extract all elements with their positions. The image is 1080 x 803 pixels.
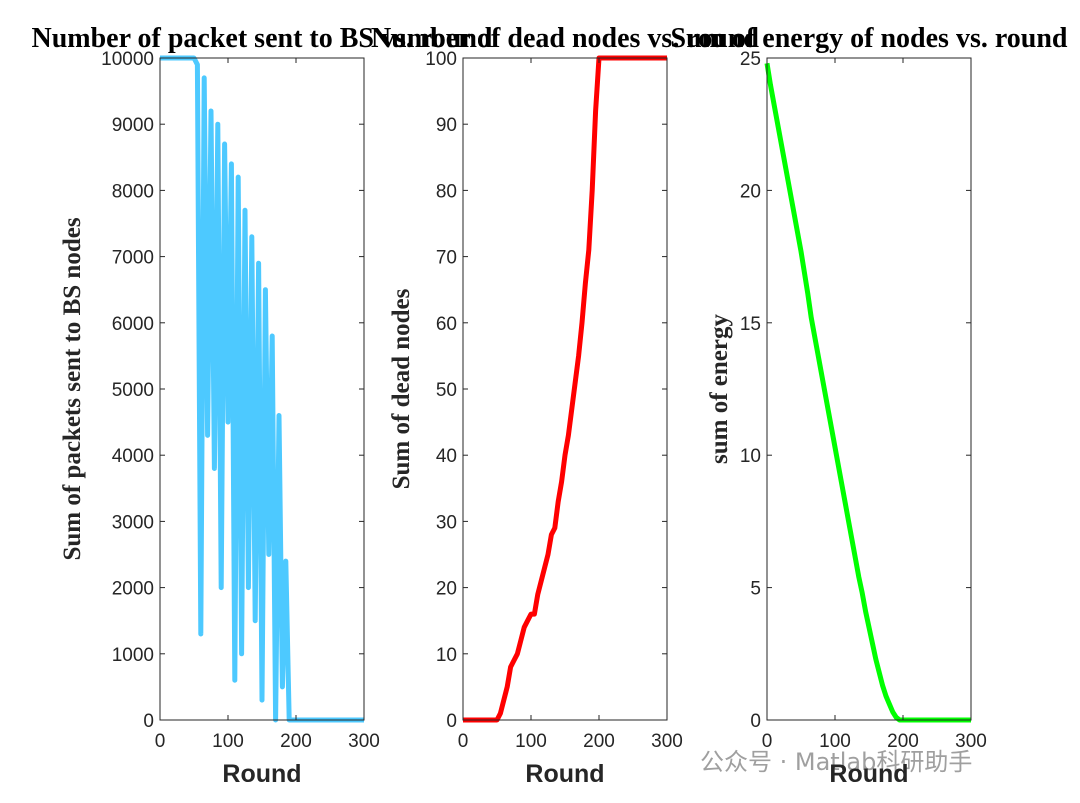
y-tick-label: 7000 [112,248,154,269]
y-tick-label: 80 [436,181,457,202]
y-tick-label: 70 [436,248,457,269]
chart-title: Sum of energy of nodes vs. round [671,23,1068,54]
x-tick-label: 300 [955,731,987,752]
y-tick-label: 0 [446,711,457,732]
y-tick-label: 5 [750,579,761,600]
y-tick-label: 10000 [101,49,154,70]
y-tick-label: 8000 [112,181,154,202]
x-tick-label: 300 [348,731,380,752]
y-tick-label: 40 [436,446,457,467]
y-tick-label: 20 [436,579,457,600]
y-axis-label: Sum of packets sent to BS nodes [59,217,86,560]
y-axis-label: sum of energy [706,314,733,464]
y-tick-label: 25 [740,49,761,70]
x-tick-label: 100 [819,731,851,752]
y-tick-label: 60 [436,314,457,335]
x-tick-label: 300 [651,731,683,752]
y-tick-label: 50 [436,380,457,401]
chart-title: Number of packet sent to BS vs. round [31,23,492,54]
y-tick-label: 1000 [112,645,154,666]
x-axis-label: Round [525,760,604,788]
x-tick-label: 100 [515,731,547,752]
y-tick-label: 10 [436,645,457,666]
x-axis-label: Round [222,760,301,788]
y-tick-label: 3000 [112,512,154,533]
y-tick-label: 15 [740,314,761,335]
y-tick-label: 5000 [112,380,154,401]
x-tick-label: 200 [887,731,919,752]
y-tick-label: 4000 [112,446,154,467]
x-tick-label: 0 [762,731,773,752]
axes-box [766,57,972,721]
y-tick-label: 10 [740,446,761,467]
y-tick-label: 0 [750,711,761,732]
watermark: 公众号 · Matlab科研助手 [700,748,972,776]
y-tick-label: 6000 [112,314,154,335]
y-tick-label: 20 [740,181,761,202]
x-axis-label: Round [829,760,908,788]
y-tick-label: 9000 [112,115,154,136]
chart-title: Number of dead nodes vs. round [371,23,759,54]
x-tick-label: 0 [458,731,469,752]
x-tick-label: 0 [155,731,166,752]
x-tick-label: 200 [280,731,312,752]
y-tick-label: 100 [425,49,457,70]
y-tick-label: 30 [436,512,457,533]
x-tick-label: 200 [583,731,615,752]
y-tick-label: 2000 [112,579,154,600]
y-axis-label: Sum of dead nodes [388,288,415,489]
x-tick-label: 100 [212,731,244,752]
y-tick-label: 90 [436,115,457,136]
y-tick-label: 0 [143,711,154,732]
